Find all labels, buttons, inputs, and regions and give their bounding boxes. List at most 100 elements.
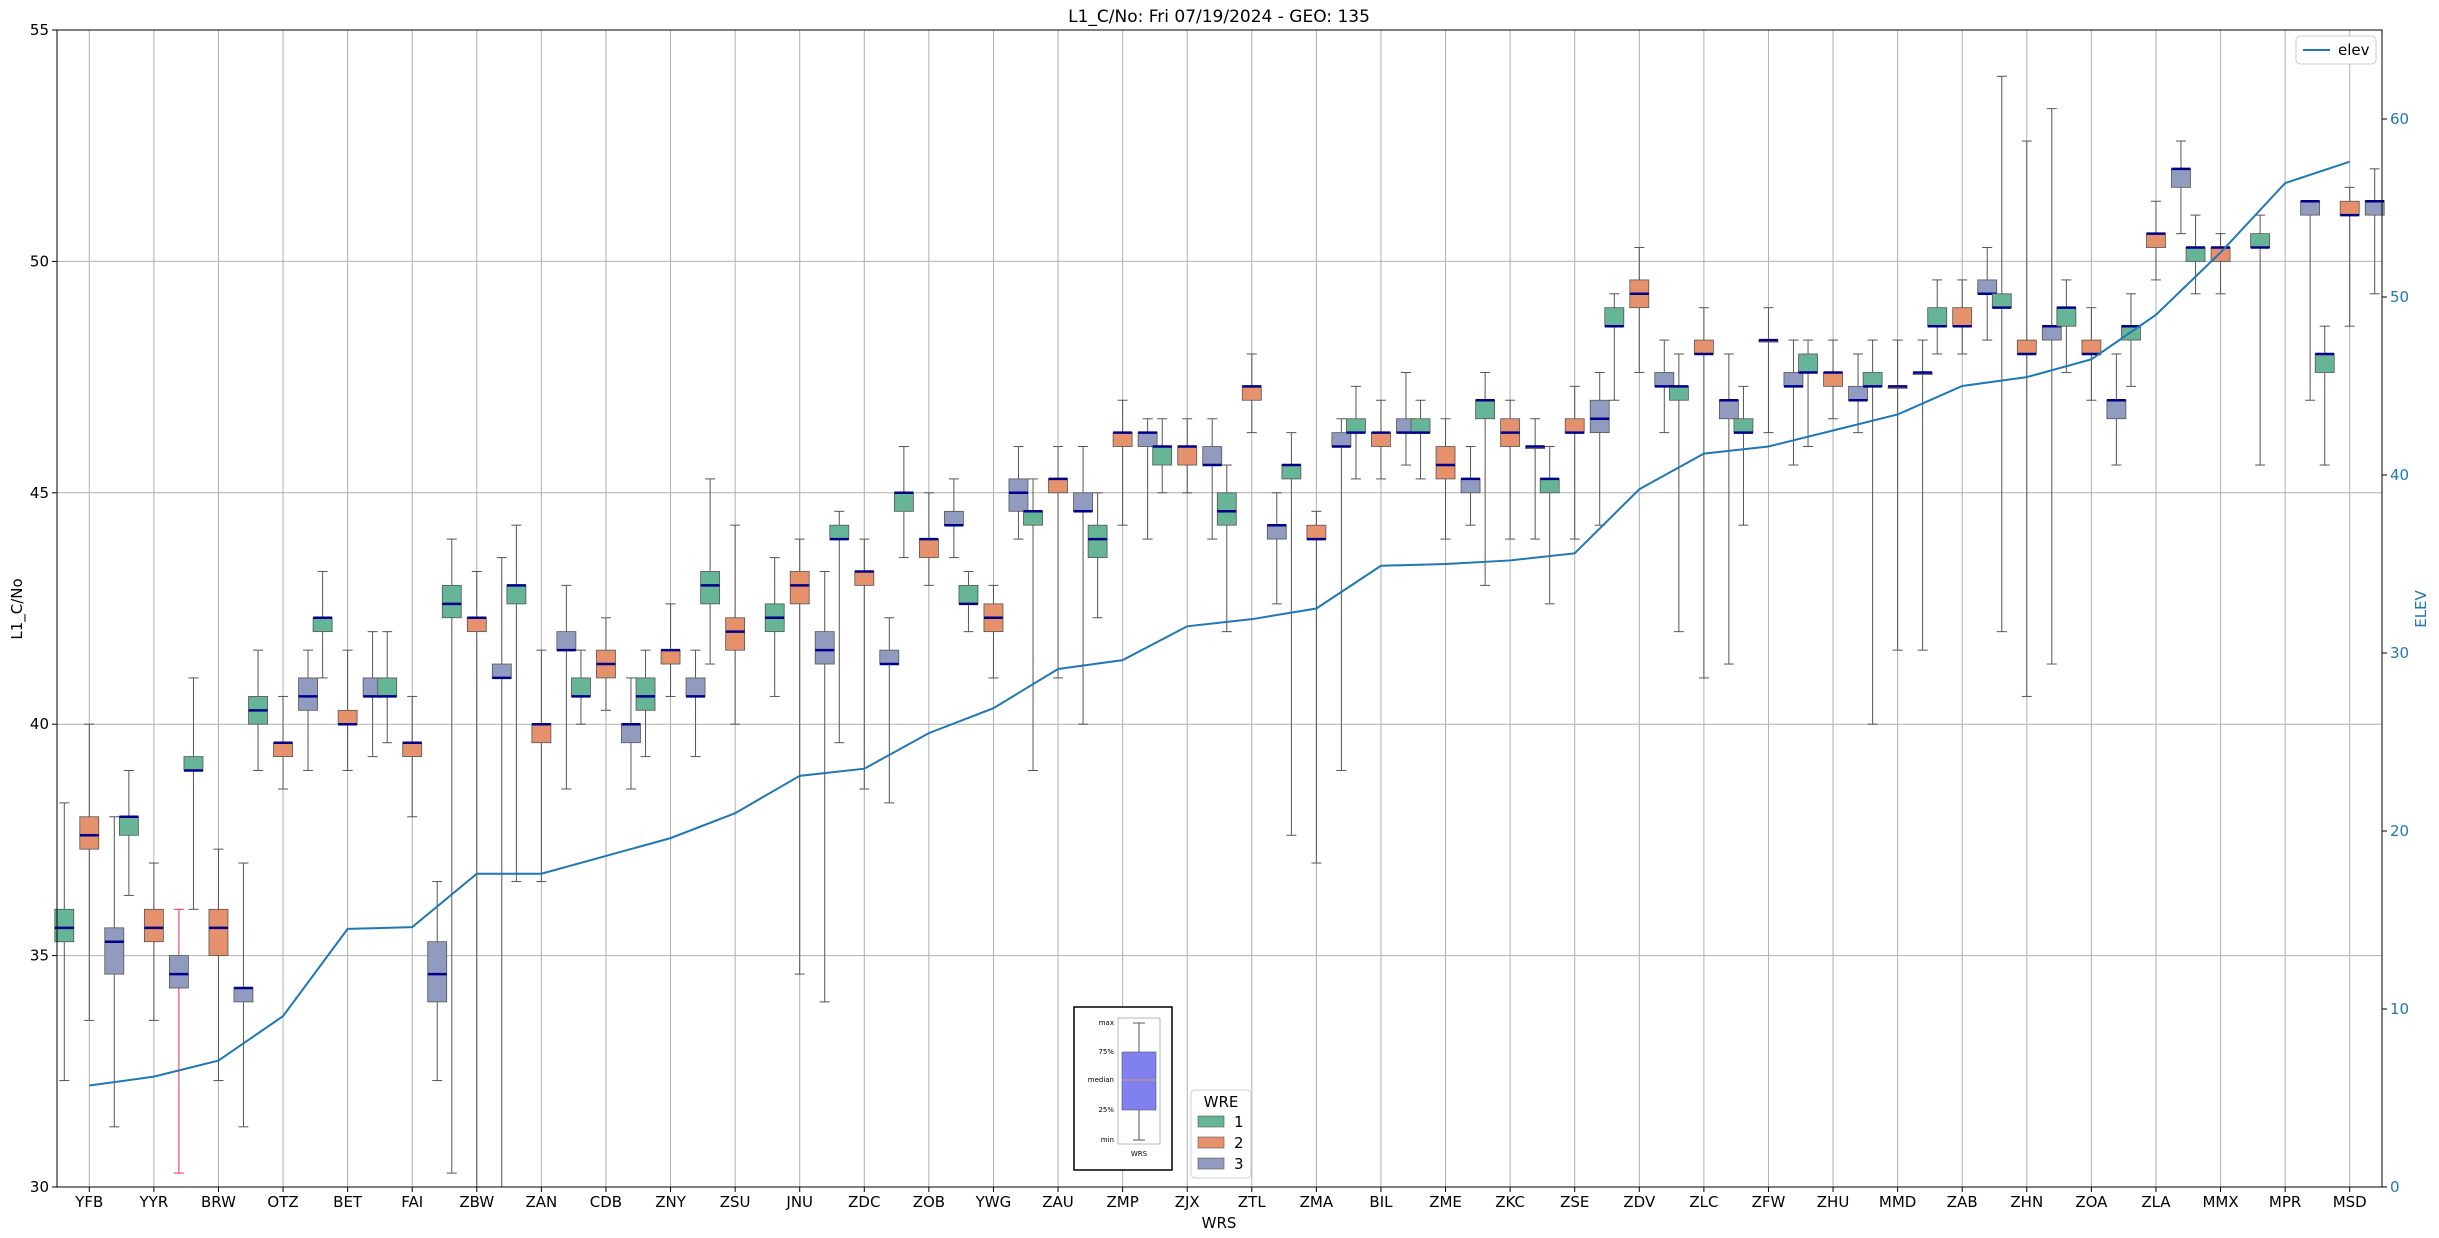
wre-legend-swatch [1197, 1157, 1225, 1170]
x-tick-label: ZHU [1817, 1193, 1850, 1211]
wre-legend-label: 1 [1234, 1113, 1244, 1131]
wre-legend-label: 2 [1234, 1134, 1244, 1152]
box-body [377, 677, 398, 697]
x-tick-label: ZLA [2141, 1193, 2171, 1211]
box-body [2339, 200, 2360, 216]
box-body [1371, 432, 1391, 447]
box-body [104, 927, 125, 975]
x-tick-label: ZAB [1947, 1193, 1978, 1211]
y2-tick-label: 10 [2390, 1000, 2409, 1018]
x-tick-label: ZSU [720, 1193, 751, 1211]
box-body [531, 723, 552, 744]
box-body [814, 631, 835, 665]
x-tick-label: CDB [590, 1193, 622, 1211]
x-tick-label: ZAN [525, 1193, 557, 1211]
box-body [168, 955, 189, 989]
box-body [2171, 168, 2191, 188]
x-tick-label: ZDV [1623, 1193, 1656, 1211]
box-body [54, 908, 75, 943]
inset-box [1121, 1051, 1157, 1111]
x-tick-label: ZDC [848, 1193, 880, 1211]
box-body [466, 617, 487, 633]
x-tick-label: ZMA [1300, 1193, 1334, 1211]
x-tick-label: ZKC [1495, 1193, 1525, 1211]
y-axis-label: L1_C/No [8, 578, 27, 639]
box-body [2081, 339, 2102, 355]
box-body [893, 492, 914, 512]
box-body [2314, 353, 2335, 373]
box-body [441, 584, 462, 619]
box-body [1475, 399, 1496, 420]
y2-tick-label: 20 [2390, 822, 2409, 840]
x-tick-label: ZAU [1042, 1193, 1074, 1211]
box-body [1331, 432, 1352, 447]
box-body [1848, 385, 1868, 401]
box-body [337, 709, 358, 725]
box-body [1073, 492, 1093, 512]
x-tick-label: BET [333, 1193, 363, 1211]
box-body [491, 663, 512, 679]
y2-tick-label: 60 [2390, 110, 2409, 128]
x-tick-label: ZLC [1689, 1193, 1718, 1211]
box-body [1977, 279, 1998, 295]
box-body [273, 742, 293, 757]
box-body [298, 677, 318, 711]
box-body [2146, 233, 2166, 248]
box-body [2300, 200, 2321, 216]
box-body [1991, 293, 2012, 309]
x-tick-label: BRW [201, 1193, 236, 1211]
inset-label: 75% [1098, 1048, 1114, 1056]
box-body [879, 649, 900, 665]
elev-line [89, 160, 2351, 1087]
box-body [1241, 385, 1262, 401]
box-body [143, 908, 164, 943]
elev-legend-label: elev [2338, 41, 2370, 59]
box-body [1346, 418, 1366, 434]
box-body [1202, 446, 1223, 466]
box-body [1177, 446, 1198, 466]
inset-label: 25% [1098, 1106, 1114, 1114]
box-body [1266, 524, 1287, 540]
box-body [1798, 353, 1818, 373]
inset-label: min [1101, 1136, 1114, 1144]
box-body [1281, 464, 1302, 480]
box-body [918, 538, 939, 558]
box-body [183, 756, 204, 771]
box-body [943, 510, 964, 526]
box-body [1023, 510, 1043, 526]
box-body [1733, 418, 1754, 434]
box-body [556, 631, 577, 651]
elev-legend: elev [2295, 35, 2377, 65]
wre-legend-swatch [1197, 1136, 1225, 1149]
x-tick-label: ZHN [2010, 1193, 2043, 1211]
x-tick-label: ZOA [2075, 1193, 2108, 1211]
wre-legend-frame [1190, 1089, 1252, 1179]
y2-tick-label: 40 [2390, 466, 2409, 484]
inset-xlabel: WRS [1131, 1150, 1148, 1158]
box-body [402, 742, 423, 757]
box-body [2106, 399, 2127, 420]
box-body [1137, 432, 1158, 447]
box-body [1112, 432, 1133, 447]
x-tick-label: ZSE [1560, 1193, 1589, 1211]
y-tick-label: 35 [30, 947, 49, 965]
box-body [1564, 418, 1585, 434]
x-tick-label: FAI [401, 1193, 423, 1211]
box-body [1718, 399, 1739, 420]
y2-tick-label: 0 [2390, 1178, 2400, 1196]
box-body [2041, 325, 2062, 341]
x-tick-label: MMX [2202, 1193, 2238, 1211]
axes: 30 35 40 45 50 55 0 10 20 30 40 50 60 YFB YYR BRW OTZ BET… [30, 21, 2409, 1211]
wre-legend-label: 3 [1234, 1155, 1244, 1173]
chart-title: L1_C/No: Fri 07/19/2024 - GEO: 135 [1068, 7, 1370, 27]
box-body [1048, 478, 1068, 494]
inset-label: max [1099, 1019, 1114, 1027]
box-body [1654, 372, 1675, 387]
x-tick-label: ZFW [1752, 1193, 1786, 1211]
box-body [1927, 307, 1948, 327]
box-body [635, 677, 656, 711]
wre-legend-title: WRE [1204, 1093, 1239, 1111]
elev-legend-frame [2295, 35, 2377, 65]
y-tick-label: 45 [30, 484, 49, 502]
x-tick-label: BIL [1369, 1193, 1393, 1211]
